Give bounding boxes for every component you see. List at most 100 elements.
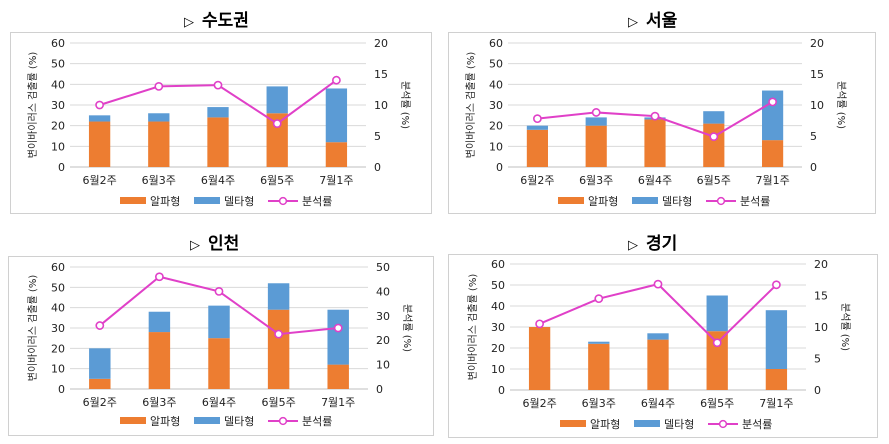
panel-title-2: ▷ 서울 xyxy=(628,6,677,31)
y2-tick-label: 0 xyxy=(814,384,821,397)
line-point xyxy=(594,294,604,304)
line-point xyxy=(533,114,542,124)
panel-title-4: ▷ 경기 xyxy=(628,229,677,254)
bar-delta xyxy=(148,311,171,333)
panel-title-1: ▷ 수도권 xyxy=(184,6,249,31)
y-tick-label: 60 xyxy=(489,37,503,50)
y2-tick-label: 0 xyxy=(376,383,383,396)
bar-delta xyxy=(89,348,111,379)
y-tick-label: 0 xyxy=(58,161,65,174)
y-tick-label: 40 xyxy=(51,302,65,315)
bar-delta xyxy=(208,305,230,339)
bar-alpha xyxy=(528,327,551,390)
y-tick-label: 30 xyxy=(51,322,65,335)
bar-delta xyxy=(327,309,349,365)
bar-delta xyxy=(585,117,607,126)
legend-label-alpha: 알파형 xyxy=(590,417,620,431)
y2-tick-label: 15 xyxy=(374,68,388,81)
y-tick-label: 20 xyxy=(51,120,65,133)
y2-tick-label: 10 xyxy=(376,359,390,372)
bar-alpha xyxy=(148,121,170,167)
panel-title-text: 경기 xyxy=(646,234,678,254)
panel-title-text: 서울 xyxy=(646,11,678,31)
y2-tick-label: 5 xyxy=(810,130,817,143)
x-tick-label: 6월4주 xyxy=(202,396,236,409)
x-tick-label: 6월5주 xyxy=(261,396,295,409)
y2-tick-label: 15 xyxy=(810,68,824,81)
triangle-icon: ▷ xyxy=(628,238,638,253)
line-point xyxy=(591,108,601,117)
y2-axis-title: 분석률 (%) xyxy=(401,304,413,352)
y-axis-title: 변이바이러스 검출률 (%) xyxy=(27,275,39,382)
x-tick-label: 6월2주 xyxy=(83,396,117,409)
y2-tick-label: 30 xyxy=(376,310,390,323)
y2-axis-title: 분석률 (%) xyxy=(835,81,847,129)
bar-alpha xyxy=(585,125,607,167)
x-tick-label: 6월5주 xyxy=(697,174,731,187)
y-tick-label: 40 xyxy=(491,300,505,313)
x-tick-label: 6월4주 xyxy=(638,174,672,187)
legend-label-alpha: 알파형 xyxy=(150,414,180,428)
legend-label-delta: 델타형 xyxy=(224,195,254,208)
y-tick-label: 60 xyxy=(51,37,65,50)
bar-delta xyxy=(148,113,170,122)
y-tick-label: 60 xyxy=(51,261,65,274)
bar-alpha xyxy=(148,332,171,389)
y-axis-title: 변이바이러스 검출률 (%) xyxy=(27,52,39,159)
legend-label-delta: 델타형 xyxy=(224,415,254,428)
y-tick-label: 20 xyxy=(51,342,65,355)
x-tick-label: 6월2주 xyxy=(520,174,554,187)
y-tick-label: 50 xyxy=(489,58,503,71)
legend-label-delta: 델타형 xyxy=(664,418,694,431)
bar-alpha xyxy=(88,121,111,167)
y-axis-title: 변이바이러스 검출률 (%) xyxy=(467,274,479,381)
bar-alpha xyxy=(526,129,548,167)
x-tick-label: 6월5주 xyxy=(260,174,294,187)
y2-tick-label: 5 xyxy=(374,130,381,143)
y2-axis-title: 분석률 (%) xyxy=(839,303,851,351)
y-tick-label: 20 xyxy=(491,342,505,355)
legend-swatch-alpha xyxy=(558,197,584,204)
panel-title-text: 인천 xyxy=(208,234,240,254)
y-tick-label: 0 xyxy=(58,383,65,396)
legend-swatch-delta xyxy=(632,197,658,204)
line-point xyxy=(95,100,104,110)
bar-alpha xyxy=(588,343,610,390)
bar-alpha xyxy=(762,140,784,167)
legend-swatch-alpha xyxy=(120,197,146,204)
bar-delta xyxy=(588,341,610,344)
x-tick-label: 6월3주 xyxy=(582,397,616,410)
x-tick-label: 6월4주 xyxy=(201,174,235,187)
legend-swatch-alpha xyxy=(120,417,146,424)
bar-alpha xyxy=(706,331,728,390)
y2-tick-label: 15 xyxy=(814,290,828,303)
y-tick-label: 0 xyxy=(496,161,503,174)
bar-delta xyxy=(706,295,728,332)
line-point xyxy=(709,132,719,142)
y2-tick-label: 10 xyxy=(374,99,388,112)
y-tick-label: 30 xyxy=(51,99,65,112)
y2-tick-label: 20 xyxy=(374,37,388,50)
line-point xyxy=(272,119,282,128)
bar-alpha xyxy=(89,378,111,389)
line-point xyxy=(331,75,341,85)
legend-swatch-alpha xyxy=(560,420,586,427)
bar-alpha xyxy=(208,338,230,389)
y2-tick-label: 20 xyxy=(376,334,390,347)
bar-alpha xyxy=(207,117,229,167)
triangle-icon: ▷ xyxy=(184,15,194,30)
y-tick-label: 10 xyxy=(51,363,65,376)
legend-marker-line xyxy=(716,196,726,206)
y-tick-label: 50 xyxy=(51,58,65,71)
y2-axis-title: 분석률 (%) xyxy=(399,81,411,129)
line-point xyxy=(154,82,164,91)
y2-tick-label: 40 xyxy=(376,285,390,298)
line-point xyxy=(772,280,781,290)
y-axis-title: 변이바이러스 검출률 (%) xyxy=(465,52,477,159)
line-point xyxy=(213,80,223,90)
legend-label-line: 분석률 xyxy=(302,415,332,428)
legend-swatch-delta xyxy=(194,417,220,424)
x-tick-label: 6월3주 xyxy=(142,174,176,187)
panel-title-text: 수도권 xyxy=(202,11,249,31)
y-tick-label: 30 xyxy=(491,321,505,334)
